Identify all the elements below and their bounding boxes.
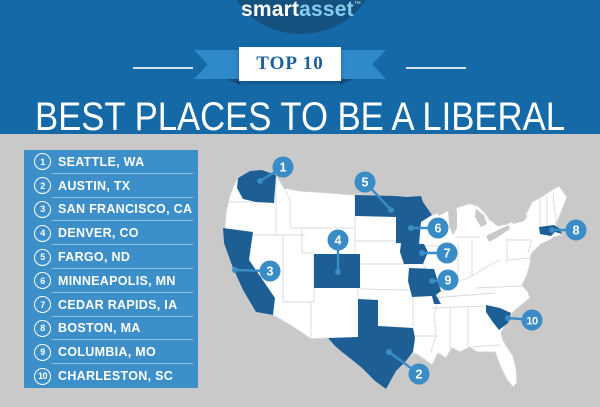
top10-badge: TOP 10: [239, 47, 341, 81]
state-south-carolina: [486, 305, 511, 330]
rank-badge: 3: [34, 200, 51, 218]
list-item: 3 SAN FRANCISCO, CA: [24, 198, 198, 222]
ribbon-fold-left: [226, 79, 240, 85]
rank-badge: 2: [34, 177, 51, 195]
logo-ellipse: smartasset™: [229, 0, 373, 34]
lake-erie: [486, 225, 510, 242]
list-item: 4 DENVER, CO: [24, 221, 198, 246]
rank-list: 1 SEATTLE, WA 2 AUSTIN, TX 3 SAN FRANCIS…: [24, 150, 198, 388]
state-iowa: [400, 243, 428, 264]
marker-number: 5: [362, 176, 369, 190]
map-marker: 6: [408, 217, 449, 239]
state-missouri: [408, 268, 441, 304]
marker-number: 1: [280, 161, 287, 175]
list-divider: [52, 315, 193, 317]
smartasset-logo: smartasset™: [229, 0, 373, 20]
rank-badge: 10: [34, 367, 51, 385]
rank-badge: 5: [34, 248, 51, 266]
page-title: BEST PLACES TO BE A LIBERAL: [35, 95, 565, 139]
ribbon-fold-right: [340, 79, 354, 85]
list-item: 5 FARGO, ND: [24, 245, 198, 269]
ribbon-rule-left: [133, 67, 193, 69]
map-marker: 2: [386, 349, 430, 385]
great-lakes: [436, 201, 528, 242]
trademark-symbol: ™: [353, 1, 362, 8]
list-divider: [52, 267, 193, 269]
map-marker: 3: [232, 260, 281, 282]
marker-number: 9: [445, 274, 452, 288]
map-marker: 10: [505, 309, 543, 331]
city-label: CHARLESTON, SC: [58, 369, 174, 384]
lake-huron: [475, 209, 487, 227]
city-label: COLUMBIA, MO: [58, 345, 157, 360]
marker-number: 3: [267, 265, 274, 279]
lake-michigan: [448, 204, 457, 235]
city-label: SEATTLE, WA: [58, 154, 145, 169]
map-marker: 8: [549, 219, 587, 241]
list-divider: [52, 339, 193, 341]
map-marker: 7: [419, 242, 458, 264]
content-area: 1 SEATTLE, WA 2 AUSTIN, TX 3 SAN FRANCIS…: [0, 134, 600, 407]
city-label: AUSTIN, TX: [58, 178, 131, 193]
list-divider: [52, 196, 193, 198]
city-label: FARGO, ND: [58, 250, 131, 265]
marker-number: 2: [416, 368, 423, 382]
map-markers: 1 2 3 4: [232, 156, 587, 385]
marker-number: 7: [444, 247, 451, 261]
city-label: DENVER, CO: [58, 226, 139, 241]
header: smartasset™ TOP 10 BEST PLACES TO BE A L…: [0, 0, 600, 139]
list-divider: [52, 291, 193, 293]
ribbon-rule-right: [406, 67, 466, 69]
rank-badge: 1: [34, 153, 51, 171]
us-map: 1 2 3 4: [223, 156, 587, 390]
map-marker: 1: [257, 156, 294, 184]
marker-number: 10: [526, 316, 538, 328]
city-label: CEDAR RAPIDS, IA: [58, 297, 178, 312]
list-item: 7 CEDAR RAPIDS, IA: [24, 293, 198, 317]
title-area: BEST PLACES TO BE A LIBERAL: [35, 95, 565, 139]
logo-text-smart: smart: [240, 0, 300, 21]
logo-text-asset: asset: [299, 0, 354, 21]
list-divider: [52, 244, 193, 246]
rank-badge: 7: [34, 296, 51, 314]
list-divider: [52, 220, 193, 222]
rank-badge: 8: [34, 319, 51, 337]
list-item: 2 AUSTIN, TX: [24, 174, 198, 198]
marker-number: 4: [335, 234, 342, 248]
map-marker: 9: [429, 269, 459, 291]
map-marker: 4: [327, 229, 349, 275]
list-divider: [52, 363, 193, 365]
city-label: MINNEAPOLIS, MN: [58, 273, 176, 288]
ribbon-wing-right: [340, 50, 386, 79]
city-label: SAN FRANCISCO, CA: [58, 202, 193, 217]
rank-badge: 9: [34, 343, 51, 361]
city-label: BOSTON, MA: [58, 321, 141, 336]
list-item: 6 MINNEAPOLIS, MN: [24, 269, 198, 293]
list-item: 8 BOSTON, MA: [24, 317, 198, 341]
lake-ontario: [511, 215, 528, 224]
list-divider: [52, 172, 193, 174]
marker-number: 8: [573, 224, 580, 238]
rank-badge: 4: [34, 224, 51, 242]
list-item: 9 COLUMBIA, MO: [24, 340, 198, 365]
marker-number: 6: [435, 222, 442, 236]
state-texas: [328, 299, 415, 389]
list-item: 10 CHARLESTON, SC: [24, 364, 198, 388]
state-minnesota: [396, 196, 432, 244]
rank-badge: 6: [34, 272, 51, 290]
list-item: 1 SEATTLE, WA: [24, 150, 198, 174]
map-marker: 5: [354, 171, 394, 213]
ribbon-wing-left: [194, 50, 240, 79]
state-north-dakota: [355, 195, 396, 217]
